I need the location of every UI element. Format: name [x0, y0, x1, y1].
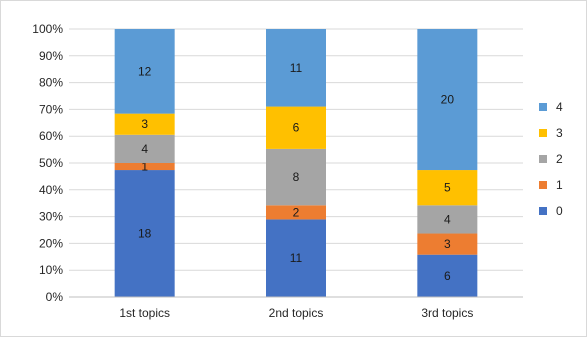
legend-label: 3: [556, 126, 563, 140]
x-tick-label: 2nd topics: [269, 306, 324, 320]
bar-segment: [114, 113, 175, 135]
data-label: 3: [444, 237, 451, 251]
legend-label: 2: [556, 152, 563, 166]
bar-segment: [417, 233, 478, 255]
data-label: 11: [290, 251, 303, 265]
bar-segment: [114, 163, 175, 171]
data-label: 5: [444, 181, 451, 195]
bar-segment: [266, 219, 326, 297]
legend-swatch: [539, 103, 547, 111]
axes: 0% 10% 20% 30% 40% 50% 60% 70% 80% 90% 100% 1st top…: [32, 22, 523, 320]
data-label: 12: [138, 64, 152, 78]
data-label: 18: [138, 227, 152, 241]
data-label: 11: [290, 61, 303, 75]
legend-swatch: [539, 129, 547, 137]
x-tick-label: 1st topics: [119, 306, 170, 320]
bar-segment: [266, 106, 326, 149]
bar-segment: [417, 205, 478, 234]
data-label: 8: [293, 170, 300, 184]
y-tick-label: 10%: [39, 263, 63, 277]
bar-segment: [266, 205, 326, 220]
data-label: 4: [141, 142, 148, 156]
y-tick-label: 20%: [39, 236, 63, 250]
legend-swatch: [539, 181, 547, 189]
bar-segment: [417, 254, 478, 297]
y-tick-label: 60%: [39, 129, 63, 143]
bar-segment: [266, 148, 326, 206]
legend-label: 4: [556, 100, 563, 114]
data-label: 6: [444, 269, 451, 283]
y-tick-label: 80%: [39, 76, 63, 90]
data-label: 4: [444, 212, 451, 226]
y-tick-label: 90%: [39, 49, 63, 63]
bar-segment: [417, 29, 478, 171]
legend: 4 3 2 1 0: [539, 100, 563, 218]
bars: 18 1 4 3 12 11 2 8 6 11 6 3 4 5 20: [114, 29, 478, 297]
bar-segment: [417, 170, 478, 206]
data-label: 1: [141, 160, 148, 174]
legend-swatch: [539, 207, 547, 215]
data-label: 6: [293, 121, 300, 135]
bar-segment: [114, 29, 175, 114]
legend-label: 1: [556, 178, 563, 192]
y-tick-label: 70%: [39, 102, 63, 116]
y-tick-label: 0%: [46, 290, 64, 304]
bar-segment: [266, 29, 326, 107]
y-tick-label: 40%: [39, 183, 63, 197]
x-tick-label: 3rd topics: [421, 306, 473, 320]
y-tick-label: 50%: [39, 156, 63, 170]
bar-segment: [114, 170, 175, 297]
data-label: 20: [441, 93, 455, 107]
data-label: 2: [293, 205, 300, 219]
data-label: 3: [141, 117, 148, 131]
bar-segment: [114, 134, 175, 163]
legend-label: 0: [556, 204, 563, 218]
y-tick-label: 30%: [39, 210, 63, 224]
legend-swatch: [539, 155, 547, 163]
y-tick-label: 100%: [32, 22, 63, 36]
